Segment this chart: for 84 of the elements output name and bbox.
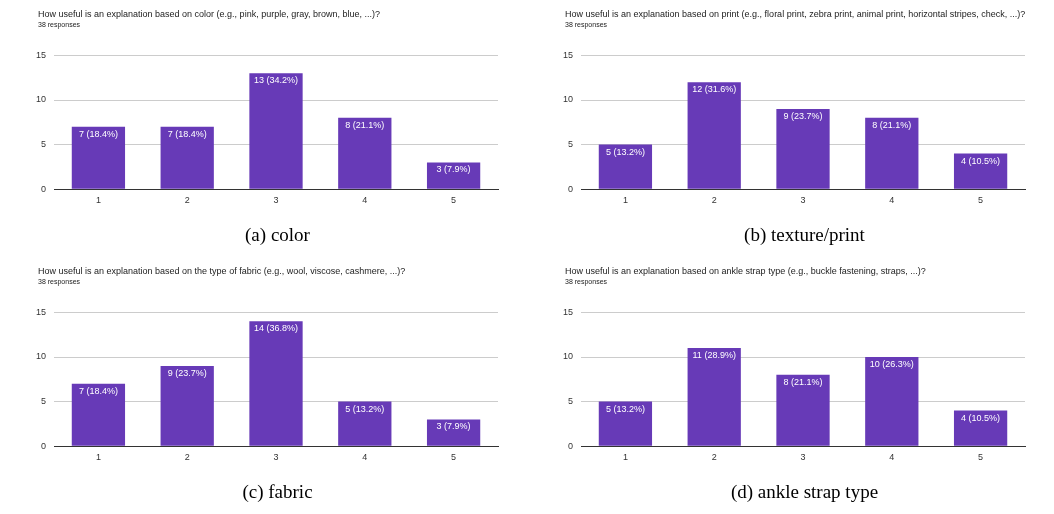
y-tick-label: 10 [563,94,574,105]
chart-title: How useful is an explanation based on ankle strap type (e.g., buckle fastening, straps, ...)? [565,265,927,277]
data-label: 12 (31.6%) [692,84,737,95]
bar [426,162,481,189]
y-tick-label: 10 [36,351,47,362]
y-tick-label: 0 [568,183,574,194]
data-label: 3 (7.9%) [436,421,471,432]
bar [249,73,303,189]
y-tick-label: 0 [41,183,47,194]
y-tick-label: 5 [568,396,574,407]
data-label: 3 (7.9%) [436,164,471,175]
text: (c) fabric [241,481,314,503]
bar [160,365,214,446]
text: (d) ankle strap type [729,481,880,503]
y-tick-label: 15 [36,49,47,60]
y-tick-label: 0 [41,440,47,451]
text: (a) color [244,224,311,246]
y-tick-label: 5 [41,139,47,150]
x-tick-label: 2 [184,195,190,206]
x-tick-label: 3 [800,452,806,463]
y-tick-label: 10 [563,351,574,362]
x-tick-label: 2 [711,452,717,463]
bar [598,401,653,446]
x-tick-label: 4 [889,452,895,463]
data-label: 7 (18.4%) [167,128,207,139]
bar [953,153,1008,189]
bar [71,383,126,446]
x-tick-label: 3 [800,195,806,206]
bar [338,401,392,446]
x-tick-label: 5 [978,195,984,206]
data-label: 8 (21.1%) [345,119,385,130]
y-tick-label: 10 [36,94,47,105]
data-label: 8 (21.1%) [783,376,823,387]
data-label: 9 (23.7%) [167,367,207,378]
x-tick-label: 3 [273,195,279,206]
x-tick-label: 1 [95,195,101,206]
data-label: 14 (36.8%) [253,323,299,334]
chart-title: How useful is an explanation based on color (e.g., pink, purple, gray, brown, blue, ...)? [38,8,382,20]
bar [687,82,741,189]
y-tick-label: 15 [563,49,574,60]
data-label: 7 (18.4%) [78,128,118,139]
bar [160,126,214,189]
y-tick-label: 5 [568,139,574,150]
bar [71,126,126,189]
data-label: 13 (34.2%) [253,75,299,86]
data-label: 8 (21.1%) [872,119,912,130]
data-label: 11 (28.9%) [692,350,736,361]
x-tick-label: 1 [622,452,628,463]
x-tick-label: 5 [451,195,457,206]
x-tick-label: 4 [889,195,895,206]
chart-title: How useful is an explanation based on print (e.g., floral print, zebra print, animal print, horizontal stripes, check, ...)? [565,8,1027,20]
bar [776,374,830,446]
bar [865,357,919,446]
data-label: 5 (13.2%) [345,403,385,414]
y-tick-label: 15 [36,306,47,317]
text: (b) texture/print [743,224,866,246]
x-tick-label: 3 [273,452,279,463]
data-label: 5 (13.2%) [605,403,645,414]
y-tick-label: 15 [563,306,574,317]
x-tick-label: 2 [711,195,717,206]
data-label: 7 (18.4%) [78,385,118,396]
x-tick-label: 4 [362,195,368,206]
x-tick-label: 5 [978,452,984,463]
bar [865,117,919,189]
data-label: 4 (10.5%) [961,412,1001,423]
data-label: 5 (13.2%) [605,146,645,157]
bar [249,321,303,446]
bar [598,144,653,189]
y-tick-label: 0 [568,440,574,451]
chart-title: How useful is an explanation based on the type of fabric (e.g., wool, viscose, cashmere, ...)? [38,265,407,277]
x-tick-label: 4 [362,452,368,463]
x-tick-label: 5 [451,452,457,463]
y-tick-label: 5 [41,396,47,407]
x-tick-label: 1 [95,452,101,463]
data-label: 9 (23.7%) [783,110,823,121]
bar [776,108,830,189]
data-label: 10 (26.3%) [869,358,914,369]
x-tick-label: 1 [622,195,628,206]
data-label: 4 (10.5%) [961,155,1001,166]
bar [338,117,392,189]
bar [426,419,481,446]
x-tick-label: 2 [184,452,190,463]
bar [687,348,741,446]
bar [953,410,1008,446]
